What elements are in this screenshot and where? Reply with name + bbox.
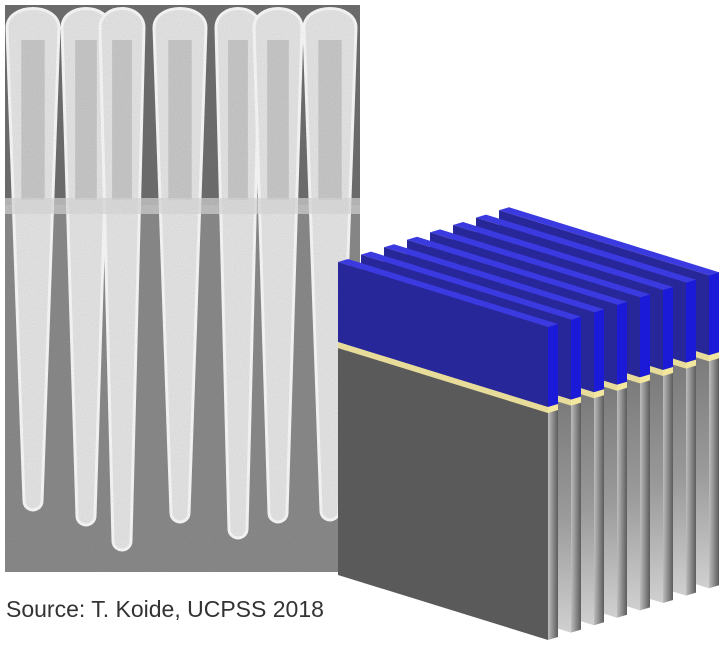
sem-band xyxy=(5,198,360,214)
sem-image xyxy=(5,5,360,572)
fin-cap xyxy=(617,302,627,385)
sem-fin-core xyxy=(112,40,132,200)
fin-cap xyxy=(709,272,719,355)
sem-fin-core xyxy=(168,40,191,200)
fin-cap xyxy=(594,309,604,392)
page: Source: T. Koide, UCPSS 2018 xyxy=(0,0,727,659)
fin-cap xyxy=(663,287,673,370)
sem-fin-core xyxy=(267,40,289,200)
3d-fins xyxy=(338,207,719,640)
sem-fin-core xyxy=(318,40,341,200)
illustration xyxy=(0,0,727,659)
caption: Source: T. Koide, UCPSS 2018 xyxy=(6,596,324,623)
fin-cap xyxy=(571,317,581,400)
sem-fin-core xyxy=(228,40,248,200)
fin-cap xyxy=(548,324,558,407)
fin-cap xyxy=(640,294,650,377)
fin-cap xyxy=(686,280,696,363)
sem-fin-core xyxy=(75,40,97,200)
sem-fin-core xyxy=(21,40,44,200)
